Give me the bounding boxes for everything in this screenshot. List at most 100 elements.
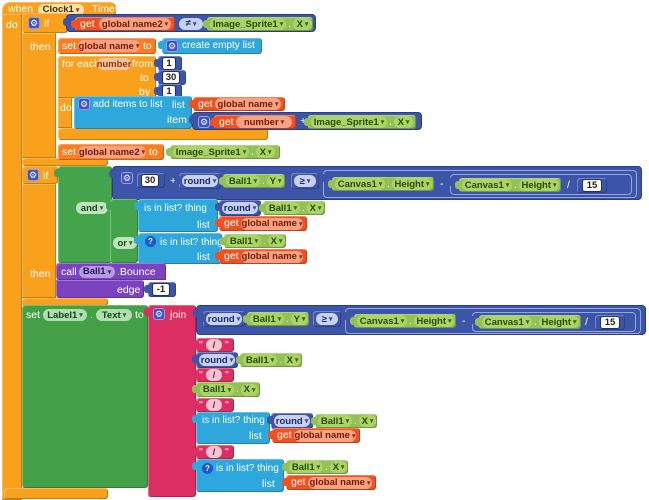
get-global-name-block[interactable]: get global name ▾ [268, 428, 360, 443]
x-property-dropdown[interactable]: X ▾ [293, 18, 312, 30]
mutator-gear-icon[interactable]: ⚙ [153, 308, 165, 320]
when-event-block[interactable]: when Clock1 ▾ .Timer [2, 2, 118, 16]
mutator-gear-icon[interactable]: ⚙ [198, 116, 210, 128]
text-string-block[interactable]: " / " [192, 398, 234, 412]
canvas-height-getter-block[interactable]: Canvas1 ▾ . Height ▾ [328, 177, 434, 191]
x-property-dropdown[interactable]: X ▾ [256, 146, 275, 158]
help-icon[interactable]: ? [202, 463, 213, 474]
number-30-block[interactable]: 30 [154, 70, 186, 85]
round-dropdown[interactable]: round ▾ [222, 202, 258, 214]
subtraction-block[interactable]: Canvas1 ▾ . Height ▾ - Canvas1 ▾ . Height ▾ … [342, 308, 641, 334]
text-field[interactable]: / [206, 446, 222, 458]
number-field[interactable]: 15 [582, 179, 602, 192]
ball-dropdown[interactable]: Ball1 ▾ [289, 461, 323, 473]
x-property-dropdown[interactable]: X ▾ [241, 383, 258, 396]
ball-x-getter-block[interactable]: Ball1 ▾ . X ▾ [220, 234, 286, 248]
number-field[interactable]: 30 [141, 174, 159, 187]
label-dropdown[interactable]: Label1 ▾ [43, 309, 87, 321]
text-string-block[interactable]: " / " [192, 368, 234, 382]
mutator-gear-icon[interactable]: ⚙ [78, 98, 90, 110]
number-field[interactable]: 1 [162, 57, 176, 70]
height-property-dropdown[interactable]: Height ▾ [519, 179, 559, 191]
number-1-block[interactable]: 1 [154, 56, 182, 71]
image-sprite-dropdown[interactable]: Image_Sprite1 ▾ [311, 116, 387, 128]
number-field[interactable]: 30 [162, 71, 180, 84]
get-global-name2-block[interactable]: get global name2 ▾ [71, 17, 175, 31]
is-in-list-block[interactable]: ? is in list? thing list [134, 233, 223, 264]
help-icon[interactable]: ? [145, 236, 156, 247]
image-sprite-dropdown[interactable]: Image_Sprite1 ▾ [210, 18, 286, 30]
x-property-dropdown[interactable]: X ▾ [307, 202, 324, 214]
division-block[interactable]: Canvas1 ▾ . Height ▾ / 15 [447, 174, 632, 195]
height-property-dropdown[interactable]: Height ▾ [392, 178, 432, 190]
canvas-dropdown[interactable]: Canvas1 ▾ [335, 178, 385, 190]
or-logic-block[interactable]: or ▾ [106, 199, 138, 263]
x-property-dropdown[interactable]: X ▾ [330, 461, 347, 473]
canvas-height-getter-block[interactable]: Canvas1 ▾ . Height ▾ [350, 314, 456, 328]
loop-variable-field[interactable]: number [96, 58, 132, 70]
for-each-block-bottom[interactable] [58, 128, 268, 140]
canvas-dropdown[interactable]: Canvas1 ▾ [482, 316, 532, 328]
number-dropdown[interactable]: number ▾ [236, 116, 292, 128]
global-name-dropdown[interactable]: global name ▾ [294, 429, 356, 442]
if2-block-header[interactable]: ⚙ if [22, 166, 58, 184]
is-in-list-block[interactable]: is in list? thing list [192, 412, 270, 444]
is-in-list-block[interactable]: ? is in list? thing list [192, 459, 284, 492]
global-name-dropdown[interactable]: global name ▾ [241, 217, 303, 230]
round-dropdown[interactable]: round ▾ [199, 354, 235, 366]
x-property-dropdown[interactable]: X ▾ [284, 354, 301, 366]
number-15-block[interactable]: 15 [595, 315, 625, 330]
if2-block-spine[interactable] [22, 184, 56, 298]
y-property-dropdown[interactable]: Y ▾ [291, 313, 308, 325]
ball-dropdown[interactable]: Ball1 ▾ [318, 415, 352, 427]
add-items-to-list-block[interactable]: ⚙ add items to list list item [74, 96, 192, 129]
ball-x-getter-block[interactable]: Ball1 ▾ . X ▾ [282, 460, 348, 474]
ball-x-getter-block[interactable]: Ball1 ▾ . X ▾ [236, 353, 302, 367]
mutator-gear-icon[interactable]: ⚙ [121, 172, 133, 184]
division-block[interactable]: Canvas1 ▾ . Height ▾ / 15 [469, 312, 636, 332]
global-name2-dropdown[interactable]: global name2 ▾ [78, 146, 146, 158]
get-global-name-block[interactable]: get global name ▾ [215, 216, 307, 231]
image-sprite-x-getter-block[interactable]: Image_Sprite1 ▾ . X ▾ [166, 145, 280, 159]
subtraction-block[interactable]: Canvas1 ▾ . Height ▾ - Canvas1 ▾ . Height ▾ … [320, 170, 637, 198]
height-property-dropdown[interactable]: Height ▾ [539, 316, 579, 328]
text-property-dropdown[interactable]: Text ▾ [96, 309, 132, 321]
round-block[interactable]: round ▾ [199, 311, 245, 327]
image-sprite-dropdown[interactable]: Image_Sprite1 ▾ [173, 146, 249, 158]
and-operator-dropdown[interactable]: and ▾ [76, 202, 108, 214]
set-global-name-block[interactable]: set global name ▾ to [58, 38, 156, 54]
ball-dropdown[interactable]: Ball1 ▾ [227, 235, 261, 247]
create-empty-list-block[interactable]: ⚙ create empty list [158, 38, 262, 54]
round-block[interactable]: round ▾ [215, 200, 261, 216]
global-name-dropdown[interactable]: global name ▾ [241, 250, 303, 263]
mutator-gear-icon[interactable]: ⚙ [28, 17, 40, 29]
number-neg1-block[interactable]: -1 [144, 282, 176, 297]
round-block[interactable]: round ▾ [175, 173, 221, 189]
global-name-dropdown[interactable]: global name ▾ [215, 98, 281, 110]
ball-y-getter-block[interactable]: Ball1 ▾ . Y ▾ [243, 312, 309, 326]
ge-operator-dropdown[interactable]: ≥ ▾ [294, 175, 316, 187]
ball-dropdown[interactable]: Ball1 ▾ [266, 202, 300, 214]
x-property-dropdown[interactable]: X ▾ [359, 415, 376, 427]
number-field[interactable]: 15 [600, 316, 620, 329]
ge-operator-block[interactable]: ≥ ▾ [313, 311, 341, 327]
get-global-name-block[interactable]: get global name ▾ [189, 97, 285, 111]
text-field[interactable]: / [206, 399, 222, 411]
ge-operator-dropdown[interactable]: ≥ ▾ [316, 313, 338, 325]
addition-block[interactable]: ⚙ get number▾ + Image_Sprite1▾ . X▾ [189, 112, 422, 130]
call-ball-bounce-block[interactable]: call Ball1 ▾ .Bounce [56, 263, 166, 280]
clock-dropdown[interactable]: Clock1 ▾ [38, 3, 84, 16]
get-global-name-block[interactable]: get global name ▾ [215, 249, 307, 264]
round-dropdown[interactable]: round ▾ [206, 313, 242, 325]
canvas-dropdown[interactable]: Canvas1 ▾ [462, 179, 512, 191]
ge-compare-block[interactable]: round ▾ Ball1 ▾ . Y ▾ ≥ ▾ Canvas1 ▾ . Height ▾… [193, 305, 646, 335]
for-each-block-spine[interactable] [58, 98, 72, 128]
ge-operator-block[interactable]: ≥ ▾ [291, 173, 319, 189]
is-in-list-block[interactable]: is in list? thing list [134, 199, 218, 232]
call-ball-bounce-block-edge-row[interactable]: edge [56, 280, 144, 298]
not-equal-operator-dropdown[interactable]: ≠ ▾ [179, 17, 203, 30]
ge-compare-block[interactable]: ⚙ 30 + round ▾ Ball1 ▾ . Y ▾ ≥ ▾ Canvas1 ▾ . … [109, 166, 642, 200]
x-property-dropdown[interactable]: X ▾ [268, 235, 285, 247]
text-field[interactable]: / [206, 339, 222, 351]
round-dropdown[interactable]: round ▾ [182, 175, 218, 187]
